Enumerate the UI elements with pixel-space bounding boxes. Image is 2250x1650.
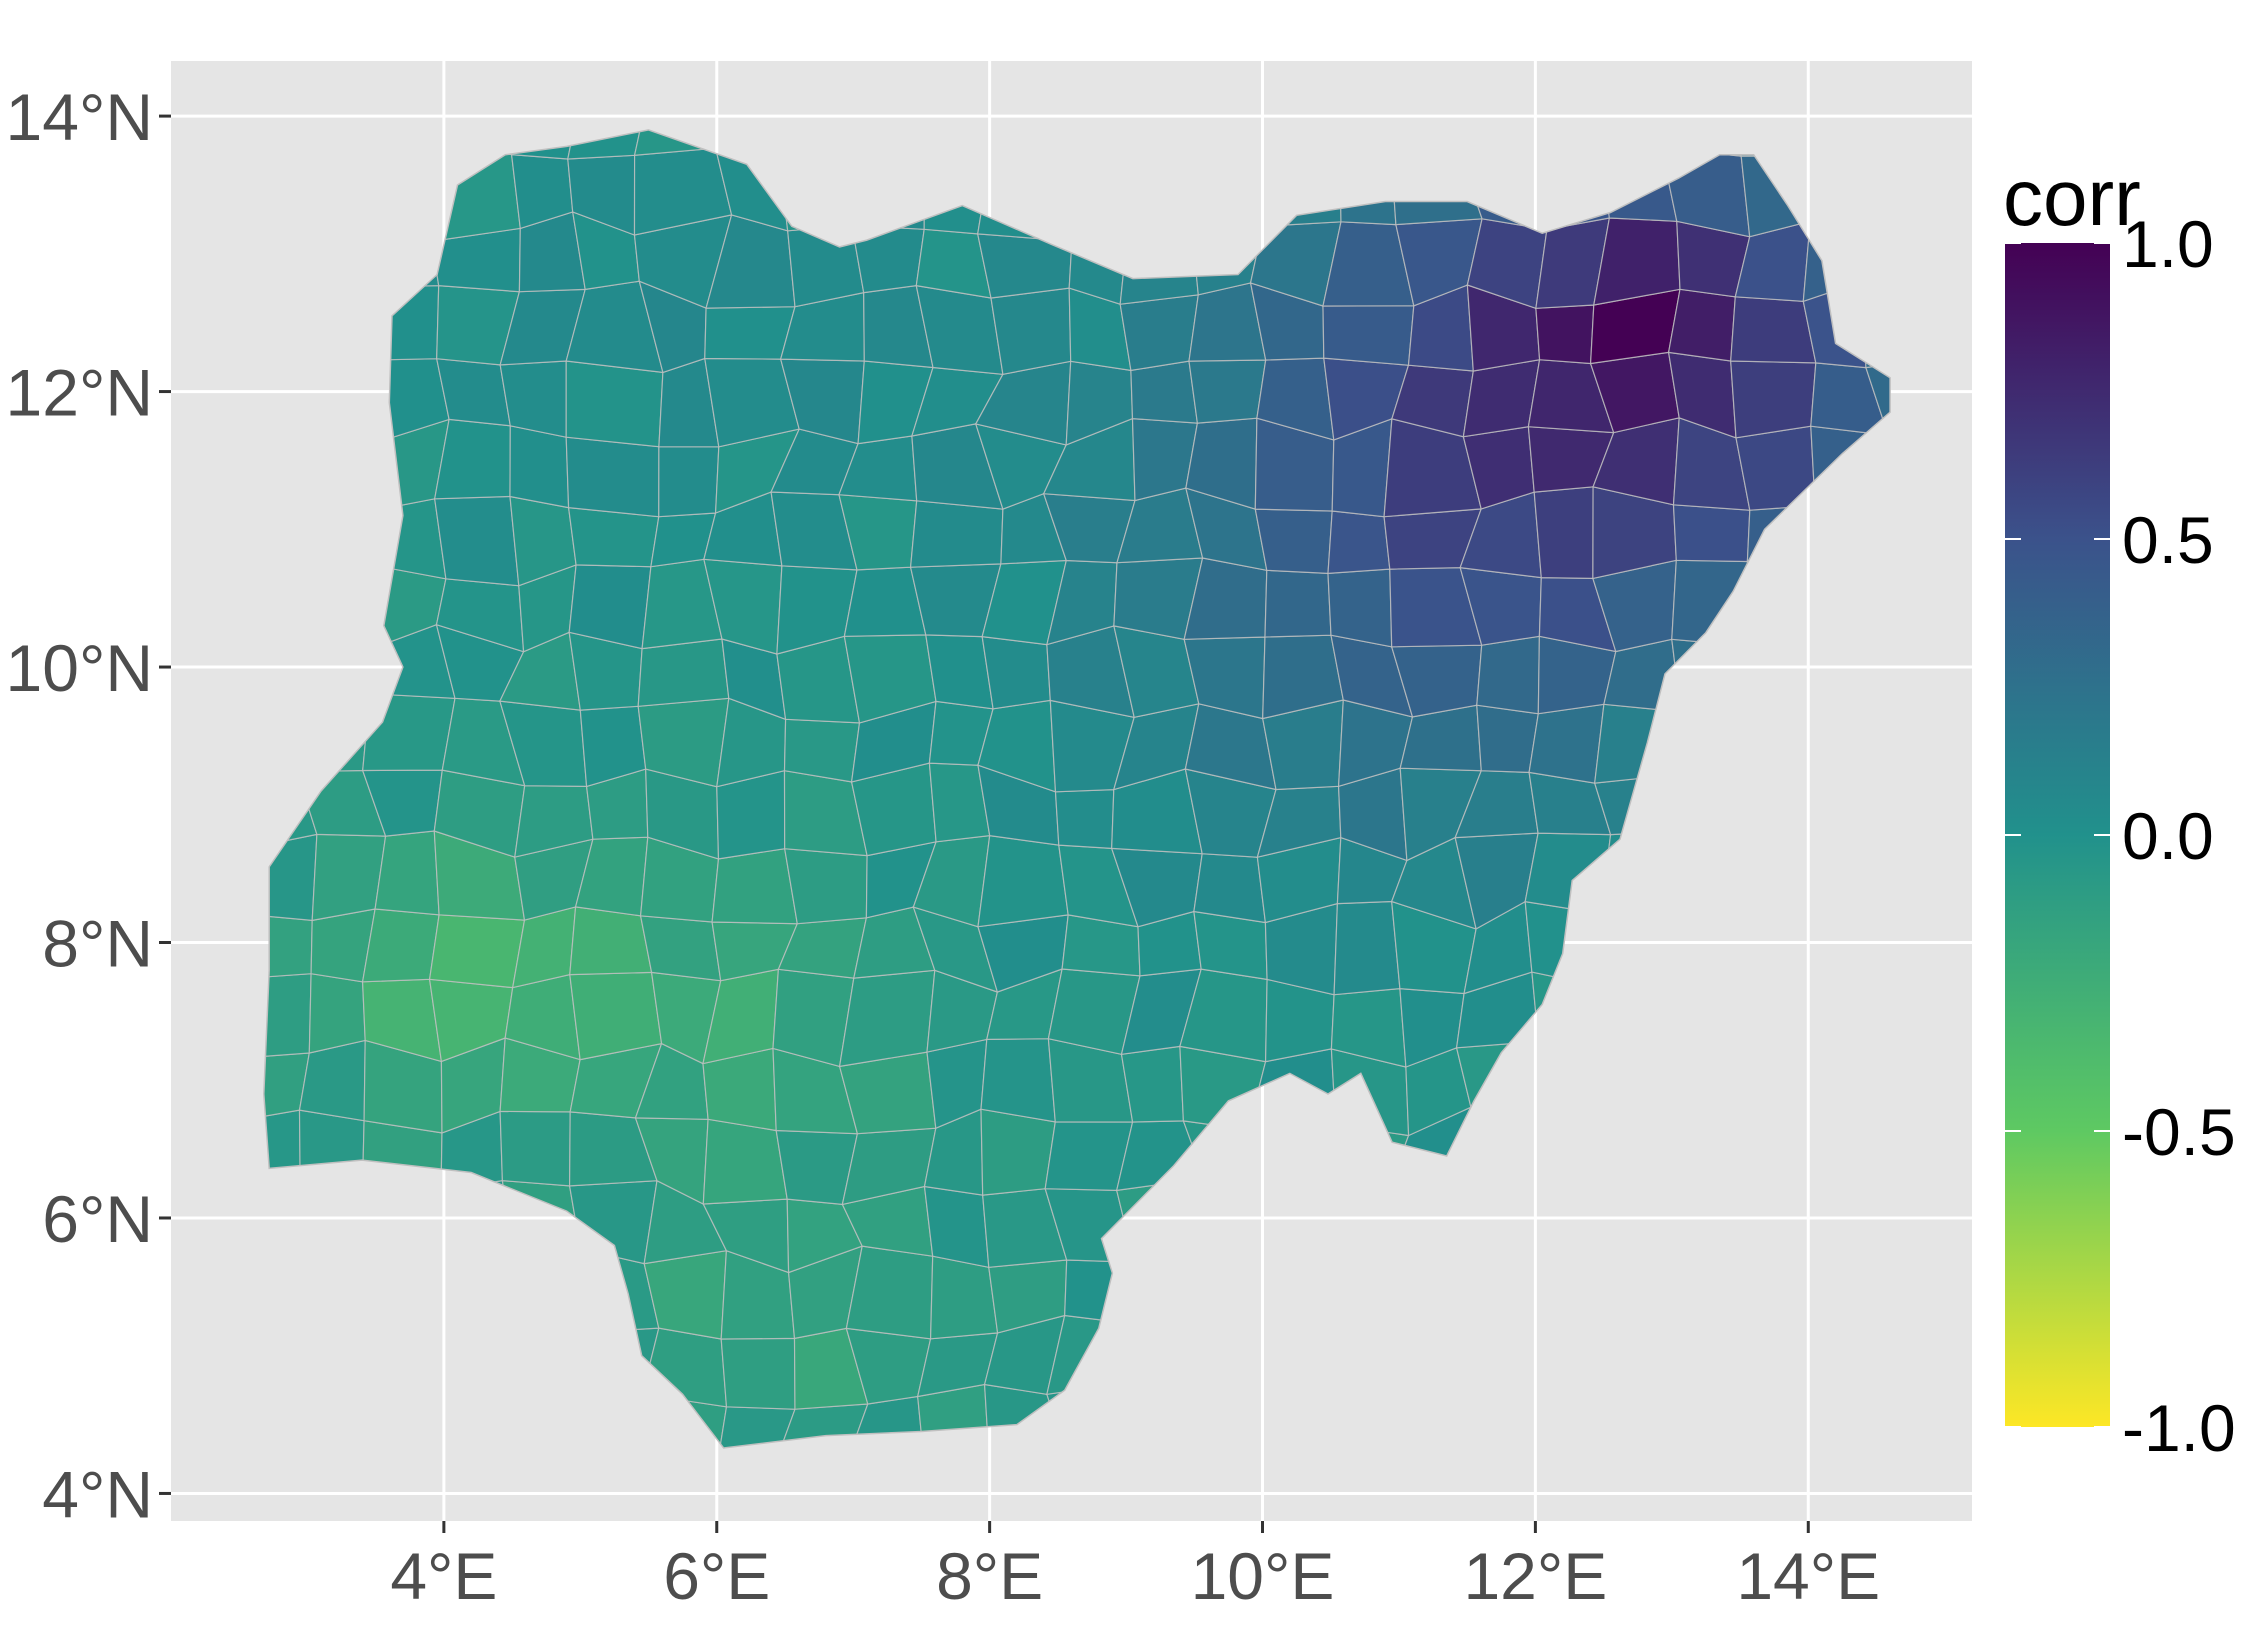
- region-cell: [509, 425, 570, 509]
- region-cell: [435, 358, 512, 427]
- region-cell: [845, 1245, 934, 1340]
- region-cell: [428, 914, 526, 989]
- region-cell: [499, 1110, 571, 1187]
- region-cell: [1730, 360, 1817, 439]
- legend-label: 0.0: [2122, 799, 2214, 873]
- region-cell: [434, 495, 520, 587]
- region-cell: [923, 1185, 990, 1269]
- y-tick-label: 8°N: [42, 907, 153, 981]
- region-cell: [981, 635, 1051, 710]
- region-cell: [980, 1108, 1056, 1196]
- region-cell: [1667, 288, 1736, 362]
- x-tick-label: 8°E: [936, 1539, 1043, 1613]
- region-cell: [569, 906, 653, 976]
- region-cell: [1322, 305, 1415, 366]
- region-cell: [569, 971, 663, 1061]
- legend-label: -0.5: [2122, 1095, 2236, 1169]
- region-cell: [1193, 853, 1267, 924]
- region-cell: [1535, 304, 1595, 365]
- region-cell: [1193, 910, 1268, 981]
- region-cell: [1593, 217, 1681, 306]
- x-tick-label: 14°E: [1736, 1539, 1880, 1613]
- region-cell: [720, 1337, 796, 1410]
- region-cell: [1119, 294, 1200, 372]
- region-cell: [702, 1118, 788, 1205]
- region-cell: [909, 500, 1004, 568]
- region-cell: [639, 915, 722, 982]
- legend-label: 0.5: [2122, 503, 2214, 577]
- region-cell: [977, 834, 1069, 928]
- region-cell: [711, 848, 799, 925]
- y-tick-label: 10°N: [6, 631, 153, 705]
- region-cell: [637, 638, 730, 707]
- region-cell: [1327, 568, 1393, 648]
- y-tick-label: 14°N: [6, 80, 153, 154]
- region-cell: [1730, 296, 1817, 364]
- legend: corr 1.0 0.5 0.0 -0.5 -1.0: [2003, 153, 2236, 1465]
- region-cell: [1120, 1045, 1185, 1123]
- region-cell: [929, 1255, 999, 1340]
- region-cell: [783, 848, 868, 925]
- region-cell: [311, 833, 387, 922]
- map-axes: 4°E 6°E 8°E 10°E 12°E 14°E 4°N 6°N 8°N 10°N 12°N 14…: [6, 80, 1881, 1613]
- region-cell: [1054, 788, 1115, 850]
- region-cell: [838, 969, 936, 1068]
- x-tick-label: 6°E: [663, 1539, 770, 1613]
- region-cell: [1476, 635, 1541, 715]
- legend-title: corr: [2003, 153, 2141, 242]
- region-cell: [980, 1038, 1056, 1123]
- region-cell: [704, 306, 796, 360]
- legend-label: 1.0: [2122, 207, 2214, 281]
- region-cell: [1528, 703, 1605, 784]
- y-tick-label: 12°N: [6, 356, 153, 430]
- y-tick-label: 6°N: [42, 1182, 153, 1256]
- x-tick-label: 10°E: [1191, 1539, 1335, 1613]
- region-cell: [361, 908, 440, 983]
- region-cell: [1254, 508, 1333, 575]
- x-tick-label: 4°E: [390, 1539, 497, 1613]
- region-cell: [1264, 569, 1332, 638]
- region-cell: [658, 446, 720, 518]
- region-cell: [565, 436, 660, 518]
- legend-label: -1.0: [2122, 1391, 2236, 1465]
- region-cell: [1327, 510, 1391, 575]
- region-cell: [1476, 704, 1539, 774]
- x-tick-label: 12°E: [1463, 1539, 1607, 1613]
- region-cell: [1533, 486, 1594, 580]
- region-cell: [1672, 504, 1751, 563]
- region-cell: [374, 830, 440, 916]
- country-outline: [263, 129, 1891, 1449]
- region-cell: [990, 287, 1072, 376]
- region-cell: [1333, 900, 1401, 996]
- region-cell: [567, 506, 660, 568]
- region-cell: [567, 129, 649, 160]
- region-cell: [1130, 360, 1199, 424]
- region-cell: [308, 973, 366, 1054]
- region-cell: [925, 634, 994, 710]
- region-cell: [565, 360, 664, 448]
- legend-colorbar: [2005, 243, 2110, 1427]
- y-tick-label: 4°N: [42, 1457, 153, 1531]
- region-cell: [499, 360, 567, 438]
- region-cell: [783, 718, 861, 783]
- region-cell: [1188, 359, 1267, 424]
